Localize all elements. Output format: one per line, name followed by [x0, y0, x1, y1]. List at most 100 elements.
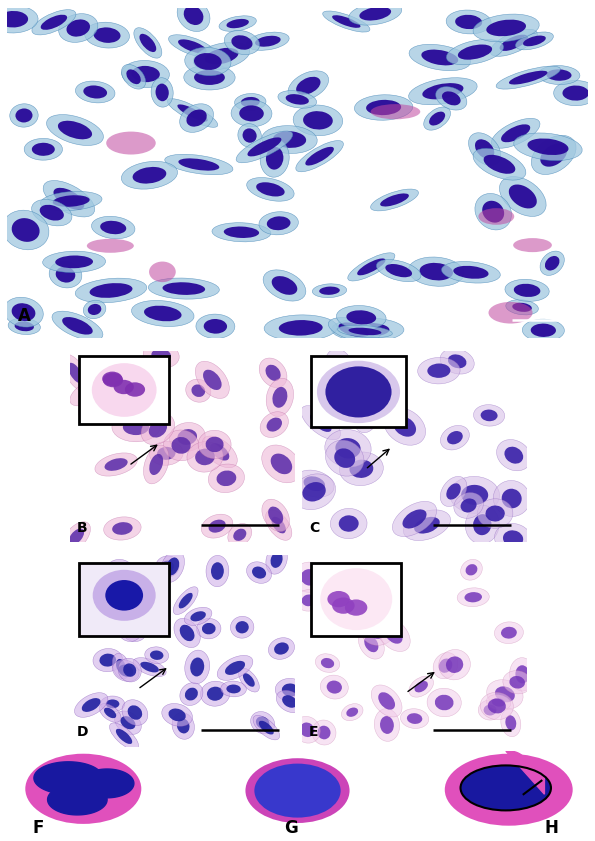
Ellipse shape	[501, 709, 521, 737]
Ellipse shape	[167, 98, 218, 127]
Ellipse shape	[106, 559, 134, 583]
Ellipse shape	[346, 405, 364, 418]
Ellipse shape	[266, 378, 293, 416]
Ellipse shape	[238, 124, 261, 147]
Ellipse shape	[121, 61, 170, 87]
Ellipse shape	[252, 567, 266, 579]
Ellipse shape	[219, 16, 256, 31]
Ellipse shape	[482, 201, 504, 223]
Ellipse shape	[208, 520, 226, 532]
Ellipse shape	[123, 626, 136, 637]
Ellipse shape	[487, 680, 523, 709]
Ellipse shape	[435, 695, 453, 711]
Ellipse shape	[480, 692, 513, 720]
Ellipse shape	[58, 121, 92, 140]
Ellipse shape	[24, 139, 62, 160]
Ellipse shape	[345, 600, 367, 616]
Ellipse shape	[131, 300, 194, 326]
Ellipse shape	[352, 389, 381, 433]
Ellipse shape	[246, 759, 350, 823]
Ellipse shape	[294, 717, 320, 743]
Ellipse shape	[53, 195, 90, 207]
Ellipse shape	[403, 510, 450, 541]
Ellipse shape	[384, 408, 425, 445]
Ellipse shape	[393, 416, 416, 436]
Ellipse shape	[134, 28, 162, 58]
Ellipse shape	[296, 590, 322, 611]
Ellipse shape	[74, 693, 108, 717]
Ellipse shape	[522, 319, 565, 341]
Ellipse shape	[267, 418, 282, 431]
Ellipse shape	[303, 111, 333, 130]
Ellipse shape	[186, 109, 206, 127]
Ellipse shape	[478, 700, 502, 720]
Ellipse shape	[331, 357, 347, 378]
Ellipse shape	[439, 649, 471, 680]
Ellipse shape	[76, 278, 147, 303]
Ellipse shape	[461, 485, 488, 505]
Ellipse shape	[248, 137, 281, 156]
Ellipse shape	[293, 473, 336, 510]
Ellipse shape	[359, 399, 374, 423]
Ellipse shape	[267, 216, 290, 230]
Ellipse shape	[488, 302, 533, 324]
Text: E: E	[309, 725, 318, 739]
Ellipse shape	[210, 443, 229, 461]
Ellipse shape	[107, 131, 156, 155]
Ellipse shape	[177, 0, 210, 31]
Ellipse shape	[392, 501, 437, 537]
Ellipse shape	[442, 92, 461, 105]
Ellipse shape	[26, 754, 142, 824]
Ellipse shape	[447, 431, 463, 444]
Ellipse shape	[260, 140, 289, 177]
Ellipse shape	[433, 653, 458, 679]
Ellipse shape	[225, 661, 245, 675]
Ellipse shape	[427, 688, 461, 717]
Ellipse shape	[380, 193, 409, 207]
Ellipse shape	[178, 40, 206, 53]
Ellipse shape	[478, 208, 514, 225]
Ellipse shape	[349, 3, 402, 25]
Ellipse shape	[149, 442, 183, 465]
Ellipse shape	[295, 470, 334, 497]
Ellipse shape	[49, 262, 82, 288]
Ellipse shape	[275, 679, 305, 701]
Ellipse shape	[177, 429, 197, 445]
Ellipse shape	[347, 253, 395, 281]
Ellipse shape	[133, 167, 167, 183]
Ellipse shape	[491, 119, 540, 148]
Ellipse shape	[162, 283, 205, 295]
Ellipse shape	[377, 260, 421, 282]
Ellipse shape	[105, 458, 128, 471]
Ellipse shape	[265, 510, 292, 540]
Ellipse shape	[509, 676, 525, 689]
Ellipse shape	[296, 77, 321, 95]
Ellipse shape	[112, 522, 133, 535]
Ellipse shape	[243, 673, 255, 687]
Ellipse shape	[268, 637, 295, 659]
Ellipse shape	[407, 713, 422, 724]
Ellipse shape	[185, 688, 198, 701]
Ellipse shape	[92, 390, 124, 415]
Ellipse shape	[486, 19, 526, 36]
Ellipse shape	[400, 709, 429, 728]
Ellipse shape	[493, 480, 530, 516]
Ellipse shape	[445, 754, 572, 826]
Ellipse shape	[325, 430, 371, 467]
Ellipse shape	[106, 700, 120, 708]
Ellipse shape	[157, 447, 176, 460]
Ellipse shape	[474, 405, 505, 426]
Ellipse shape	[260, 412, 289, 437]
Ellipse shape	[184, 607, 212, 626]
Ellipse shape	[180, 683, 203, 706]
Ellipse shape	[457, 588, 489, 606]
Ellipse shape	[288, 71, 328, 101]
Ellipse shape	[155, 83, 169, 101]
Ellipse shape	[196, 314, 235, 339]
Ellipse shape	[266, 147, 283, 170]
Text: F: F	[33, 819, 44, 838]
Ellipse shape	[274, 643, 289, 654]
Ellipse shape	[317, 361, 400, 423]
Ellipse shape	[494, 523, 532, 554]
Polygon shape	[506, 751, 544, 794]
